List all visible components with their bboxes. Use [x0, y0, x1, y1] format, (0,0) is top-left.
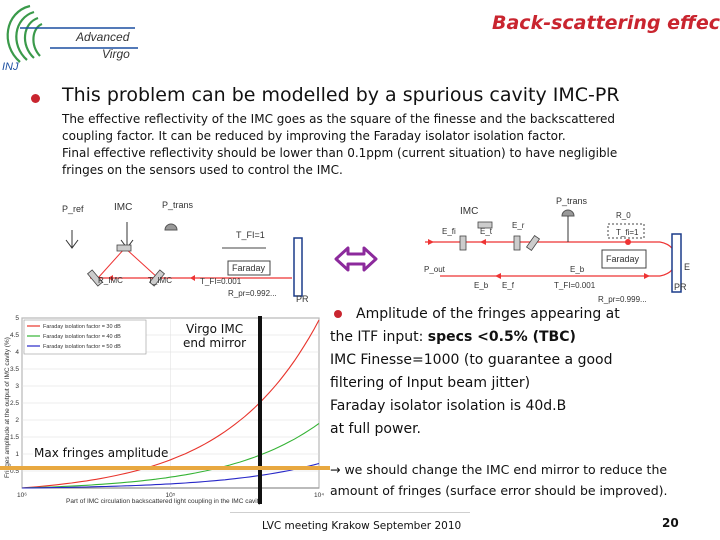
- label-r-imc: IMC: [460, 206, 478, 217]
- advanced-virgo-logo: Advanced Virgo INJ: [2, 4, 138, 73]
- label-r-e-f: E_f: [502, 281, 515, 290]
- y-tick-label: 4.5: [10, 332, 19, 339]
- legend-label: Faraday isolation factor = 40 dB: [43, 334, 121, 340]
- label-r-pr: R_pr=0.992...: [228, 289, 277, 298]
- spec-line: at full power.: [330, 421, 421, 437]
- logo-text-inj: INJ: [2, 61, 19, 73]
- label-t-fi: T_FI=1: [236, 230, 265, 240]
- chart-legend: Faraday isolation factor = 30 dB Faraday …: [23, 319, 147, 355]
- y-tick-label: 1: [15, 451, 19, 458]
- slide-title: Back-scattering effect: [492, 12, 720, 34]
- label-t-imc: T_IMC: [148, 276, 172, 285]
- chart-y-label: Fringes amplitude at the output of IMC c…: [4, 337, 11, 478]
- label-r-t-fi2: T_FI=0.001: [554, 281, 596, 290]
- conclusion-note: → we should change the IMC end mirror to…: [330, 459, 668, 501]
- max-fringes-annotation: Max fringes amplitude: [33, 446, 170, 460]
- virgo-label-line: Virgo IMC: [186, 322, 244, 336]
- spec-line: filtering of Input beam jitter): [330, 375, 531, 391]
- double-arrow-icon: [334, 246, 378, 272]
- y-tick-label: 3: [15, 383, 19, 390]
- y-tick-label: 5: [15, 315, 19, 322]
- optical-diagrams: P_ref IMC P_trans T_FI=1 Faraday R_IMC T…: [62, 196, 690, 304]
- label-r-e-t: E_t: [480, 227, 493, 236]
- spec-line: Faraday isolator isolation is 40d.B: [330, 398, 567, 414]
- paragraph-line: fringes on the sensors used to control t…: [62, 163, 343, 177]
- y-tick-label: 2.5: [10, 400, 19, 407]
- y-tick-label: 4: [15, 349, 19, 356]
- logo-text-virgo: Virgo: [102, 47, 130, 61]
- spec-line: Amplitude of the fringes appearing at: [356, 306, 620, 322]
- note-line: amount of fringes (surface error should …: [330, 483, 668, 498]
- y-tick-label: 1.5: [10, 434, 19, 441]
- chart-x-label: Part of IMC circulation backscattered li…: [66, 498, 263, 505]
- explanation-paragraph: The effective reflectivity of the IMC go…: [62, 111, 702, 179]
- spec-line-prefix: the ITF input:: [330, 329, 428, 345]
- footer-divider: [230, 512, 470, 513]
- note-line: → we should change the IMC end mirror to…: [330, 462, 668, 477]
- paragraph-line: Final effective reflectivity should be l…: [62, 146, 618, 160]
- label-r-e-b2: E_b: [570, 265, 585, 274]
- label-r-r-pr: R_pr=0.999...: [598, 295, 647, 304]
- spec-line: the ITF input: specs <0.5% (TBC): [330, 326, 620, 349]
- label-r-imc: R_IMC: [98, 276, 123, 285]
- label-r-pr: PR: [674, 282, 687, 292]
- label-pr: PR: [296, 294, 309, 304]
- label-r-faraday: Faraday: [606, 254, 640, 264]
- footer-text: LVC meeting Krakow September 2010: [262, 520, 462, 532]
- virgo-label-line: end mirror: [183, 336, 247, 350]
- label-faraday: Faraday: [232, 263, 266, 273]
- spec-value: specs <0.5% (TBC): [427, 329, 576, 345]
- label-r-p-out: P_out: [424, 265, 446, 274]
- chart-y-ticks: 5 4.5 4 3.5 3 2.5 2 1.5 1 0.5: [10, 315, 19, 475]
- chart-x-ticks: 10⁶ 10⁵ 10⁴: [17, 492, 324, 499]
- chart-series: [21, 319, 320, 489]
- fringes-spec-text: Amplitude of the fringes appearing at th…: [330, 303, 620, 441]
- legend-label: Faraday isolation factor = 50 dB: [43, 344, 121, 350]
- page-number: 20: [662, 516, 679, 530]
- left-optical-diagram: P_ref IMC P_trans T_FI=1 Faraday R_IMC T…: [62, 200, 309, 304]
- y-tick-label: 0.5: [10, 468, 19, 475]
- y-tick-label: 2: [15, 417, 19, 424]
- x-tick-label: 10⁵: [166, 492, 176, 499]
- label-r-p-trans: P_trans: [556, 196, 588, 206]
- logo-text-advanced: Advanced: [75, 30, 130, 44]
- right-optical-diagram: P_trans IMC E_fi E_t E_r R_0 T_fi=1 Fara…: [424, 196, 690, 304]
- label-r-e-fi: E_fi: [442, 227, 456, 236]
- label-p-ref: P_ref: [62, 204, 84, 214]
- x-tick-label: 10⁶: [17, 492, 27, 499]
- chart-grid: [21, 317, 320, 488]
- label-r-e: E: [684, 262, 690, 272]
- label-r-e-r: E_r: [512, 221, 525, 230]
- y-tick-label: 3.5: [10, 366, 19, 373]
- bullet-dot: [31, 94, 40, 103]
- paragraph-line: The effective reflectivity of the IMC go…: [62, 112, 616, 126]
- label-t-fi2: T_FI=0.001: [200, 277, 242, 286]
- label-p-trans: P_trans: [162, 200, 194, 210]
- spec-line: IMC Finesse=1000 (to guarantee a good: [330, 352, 613, 368]
- label-r-r0: R_0: [616, 211, 631, 220]
- bullet-dot: [334, 310, 342, 318]
- series-line: [21, 422, 320, 489]
- series-line: [21, 462, 320, 489]
- fringes-chart: 5 4.5 4 3.5 3 2.5 2 1.5 1 0.5 10⁶ 10⁵ 10⁴ Faraday i…: [0, 315, 330, 505]
- virgo-imc-annotation: Virgo IMC end mirror: [183, 322, 246, 350]
- label-imc: IMC: [114, 202, 132, 213]
- paragraph-line: coupling factor. It can be reduced by im…: [62, 129, 566, 143]
- bullet-heading: This problem can be modelled by a spurio…: [62, 84, 620, 106]
- label-r-t-fi: T_fi=1: [616, 228, 639, 237]
- series-line: [21, 319, 320, 489]
- legend-label: Faraday isolation factor = 30 dB: [43, 324, 121, 330]
- label-r-e-b: E_b: [474, 281, 489, 290]
- x-tick-label: 10⁴: [314, 492, 324, 499]
